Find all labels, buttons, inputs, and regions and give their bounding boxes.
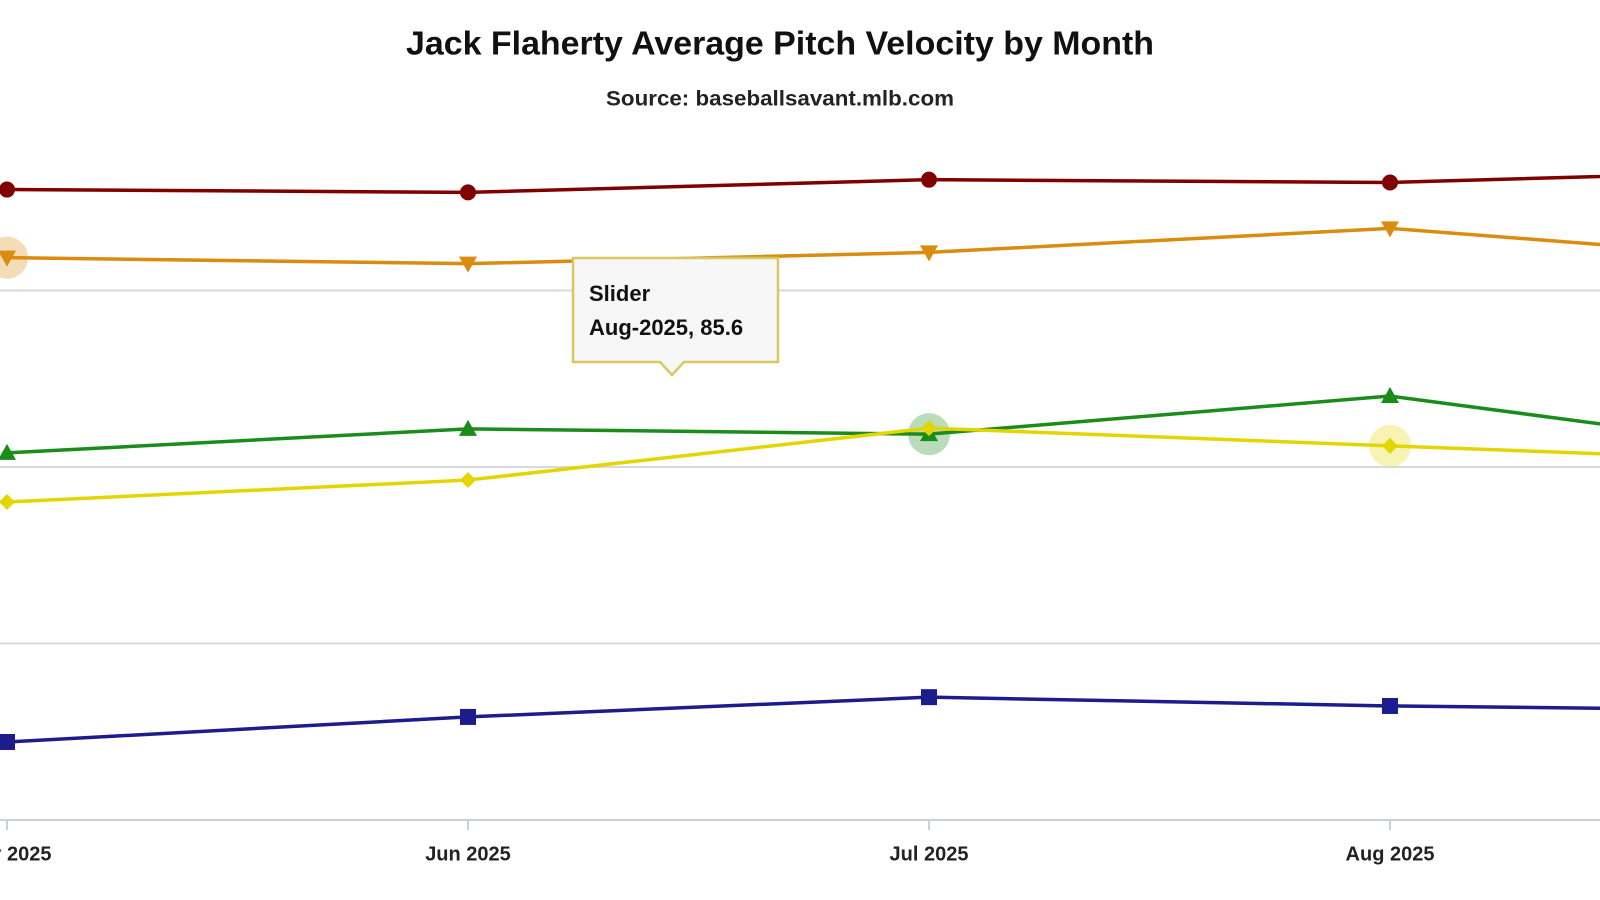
tooltip-box <box>571 256 780 377</box>
x-tick-label: Jun 2025 <box>425 843 511 865</box>
x-tick-label: Aug 2025 <box>1346 843 1435 865</box>
point <box>459 256 477 273</box>
point <box>460 708 476 725</box>
point <box>0 250 16 267</box>
point <box>0 181 15 198</box>
point <box>920 245 938 262</box>
point <box>0 493 15 510</box>
point <box>921 420 937 437</box>
point <box>460 472 476 489</box>
x-tick-label: May 2025 <box>0 843 51 865</box>
x-tick-label: Jul 2025 <box>890 843 969 865</box>
point <box>1381 387 1399 404</box>
point <box>1382 174 1398 191</box>
series-line <box>6 226 1600 266</box>
tooltip-text: Aug-2025, 85.6 <box>589 315 743 340</box>
tooltip: Slider Aug-2025, 85.6 <box>571 256 780 377</box>
chart-subtitle: Source: baseballsavant.mlb.com <box>606 88 954 111</box>
point <box>459 419 477 436</box>
point <box>1382 437 1398 454</box>
series-line <box>6 394 1600 455</box>
point <box>921 171 937 188</box>
point <box>1382 697 1398 714</box>
point <box>0 733 15 750</box>
point <box>1381 221 1399 238</box>
chart-title: Jack Flaherty Average Pitch Velocity by … <box>406 25 1154 62</box>
series-line <box>6 695 1600 744</box>
tooltip-series: Slider <box>589 281 651 306</box>
point <box>921 689 937 706</box>
point <box>460 184 476 201</box>
point <box>0 443 16 460</box>
series-line <box>6 174 1600 195</box>
